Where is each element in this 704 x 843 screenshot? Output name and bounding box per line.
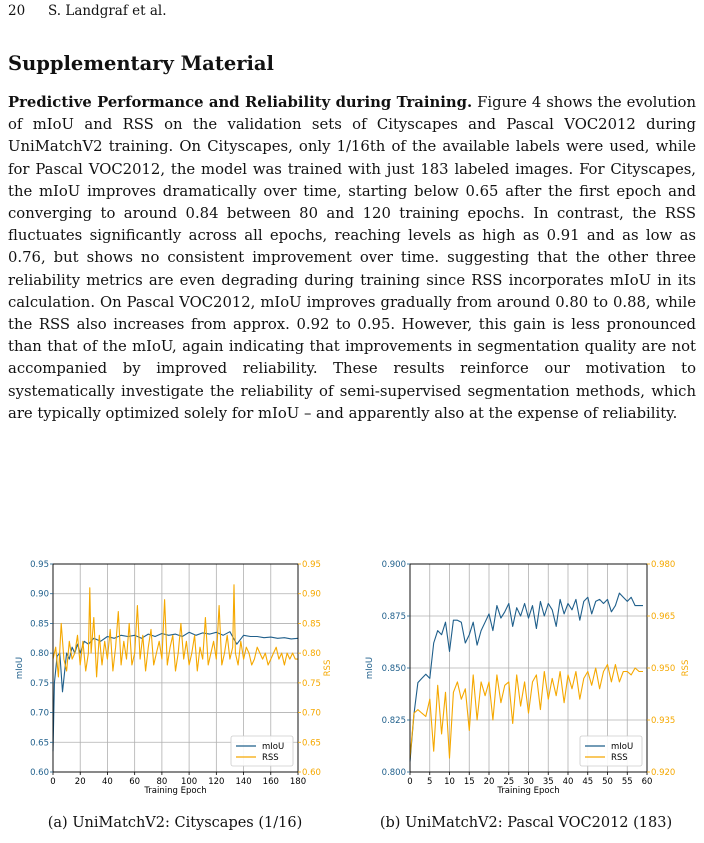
x-tick-label: 45 (582, 777, 593, 787)
x-tick-label: 5 (427, 777, 432, 787)
y-right-tick-label: 0.920 (651, 768, 675, 778)
y-right-tick-label: 0.90 (302, 590, 321, 600)
x-tick-label: 15 (464, 777, 475, 787)
section-title: Supplementary Material (8, 52, 274, 75)
x-tick-label: 20 (484, 777, 495, 787)
y-left-tick-label: 0.875 (382, 612, 406, 622)
x-tick-label: 40 (563, 777, 574, 787)
y-left-tick-label: 0.80 (30, 649, 49, 659)
body-paragraph: Predictive Performance and Reliability d… (8, 92, 696, 425)
legend-label-miou: mIoU (611, 742, 633, 752)
y-right-tick-label: 0.950 (651, 664, 675, 674)
running-header: 20 S. Landgraf et al. (8, 3, 167, 19)
y-left-tick-label: 0.800 (382, 768, 406, 778)
y-right-axis-label: RSS (681, 660, 691, 677)
series-line-rss (52, 584, 298, 678)
y-left-tick-label: 0.75 (30, 679, 49, 689)
x-tick-label: 25 (503, 777, 514, 787)
figure-b-chart: 0 5 10 15 20 25 30 35 40 45 50 55 60 Training Epoch 0.… (365, 560, 691, 796)
y-right-tick-label: 0.80 (302, 649, 321, 659)
series-line-rss (409, 663, 643, 759)
y-left-tick-label: 0.850 (382, 664, 406, 674)
x-tick-label: 55 (622, 777, 633, 787)
x-tick-label: 35 (543, 777, 554, 787)
y-right-tick-label: 0.75 (302, 679, 321, 689)
y-right-tick-label: 0.85 (302, 619, 321, 629)
y-left-tick-label: 0.60 (30, 768, 49, 778)
x-tick-label: 0 (50, 777, 55, 787)
figure-a-chart: 0 20 40 60 80 100 120 140 160 180 Training Epoch 0.… (15, 560, 333, 796)
x-tick-label: 20 (75, 777, 86, 787)
legend-label-rss: RSS (611, 753, 628, 763)
y-left-axis-label: mIoU (15, 657, 25, 679)
x-tick-label: 40 (102, 777, 113, 787)
y-left-tick-label: 0.65 (30, 738, 49, 748)
x-tick-label: 50 (602, 777, 613, 787)
figure-a-caption: (a) UniMatchV2: Cityscapes (1/16) (47, 815, 303, 831)
x-tick-label: 140 (235, 777, 251, 787)
legend-label-rss: RSS (262, 753, 279, 763)
x-tick-label: 160 (263, 777, 279, 787)
x-tick-label: 30 (523, 777, 534, 787)
x-tick-label: 80 (156, 777, 167, 787)
x-tick-label: 180 (290, 777, 306, 787)
x-tick-label: 100 (181, 777, 197, 787)
paragraph-lead: Predictive Performance and Reliability d… (8, 94, 473, 111)
legend-box (579, 735, 643, 767)
series-line-miou (409, 592, 643, 762)
y-right-tick-label: 0.965 (651, 612, 675, 622)
page-number: 20 (8, 3, 26, 19)
y-left-tick-label: 0.825 (382, 716, 406, 726)
x-tick-label: 10 (444, 777, 455, 787)
y-left-tick-label: 0.70 (30, 709, 49, 719)
y-right-tick-label: 0.980 (651, 560, 675, 570)
y-left-tick-label: 0.90 (30, 590, 49, 600)
paragraph-body: Figure 4 shows the evolution of mIoU and… (8, 94, 696, 422)
y-left-tick-label: 0.85 (30, 619, 49, 629)
x-axis-label: Training Epoch (496, 786, 559, 796)
legend-box (230, 735, 294, 767)
plot-frame (52, 563, 299, 773)
x-tick-label: 60 (642, 777, 653, 787)
series-line-miou (52, 631, 299, 752)
x-tick-label: 60 (129, 777, 140, 787)
y-right-tick-label: 0.935 (651, 716, 675, 726)
x-axis-label: Training Epoch (143, 786, 206, 796)
y-left-axis-label: mIoU (365, 657, 375, 679)
y-right-tick-label: 0.65 (302, 738, 321, 748)
author-line: S. Landgraf et al. (48, 3, 167, 19)
y-right-axis-label: RSS (323, 660, 333, 677)
y-left-tick-label: 0.900 (382, 560, 406, 570)
x-tick-label: 120 (208, 777, 224, 787)
figure-b-caption: (b) UniMatchV2: Pascal VOC2012 (183) (379, 815, 673, 831)
y-left-tick-label: 0.95 (30, 560, 49, 570)
y-right-tick-label: 0.95 (302, 560, 321, 570)
legend-label-miou: mIoU (262, 742, 284, 752)
y-right-tick-label: 0.60 (302, 768, 321, 778)
x-tick-label: 0 (407, 777, 412, 787)
y-right-tick-label: 0.70 (302, 709, 321, 719)
